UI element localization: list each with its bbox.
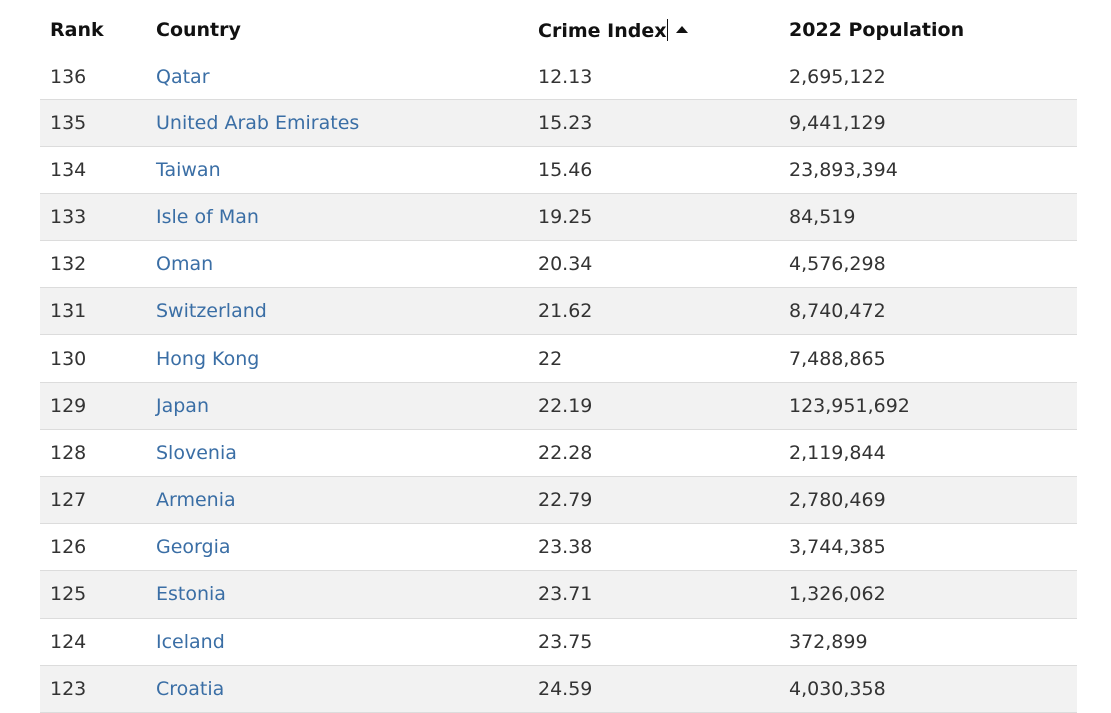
cell-rank: 124: [40, 618, 146, 666]
country-link[interactable]: Hong Kong: [156, 347, 260, 370]
cell-rank: 131: [40, 287, 146, 336]
cell-population: 2,780,469: [779, 476, 1077, 525]
cell-population: 2,119,844: [779, 429, 1077, 478]
cell-crime-index: 15.46: [528, 146, 779, 194]
cell-country: Croatia: [146, 665, 528, 713]
table-row: 132 Oman 20.34 4,576,298: [40, 240, 1077, 289]
table-row: 133 Isle of Man 19.25 84,519: [40, 193, 1077, 242]
cell-crime-index: 22.28: [528, 429, 779, 478]
cell-rank: 135: [40, 99, 146, 147]
cell-crime-index: 19.25: [528, 193, 779, 242]
cell-crime-index: 12.13: [528, 56, 779, 100]
cell-country: Switzerland: [146, 287, 528, 336]
header-rank[interactable]: Rank: [40, 0, 146, 56]
cell-crime-index: 22.19: [528, 382, 779, 430]
table-row: 123 Croatia 24.59 4,030,358: [40, 665, 1077, 713]
header-row: Rank Country Crime Index 2022 Population: [40, 0, 1077, 56]
country-link[interactable]: Oman: [156, 253, 214, 276]
cell-country: Hong Kong: [146, 334, 528, 383]
table-row: 125 Estonia 23.71 1,326,062: [40, 570, 1077, 619]
cell-country: Japan: [146, 382, 528, 430]
header-country-label: Country: [156, 19, 241, 41]
cell-population: 2,695,122: [779, 56, 1077, 100]
country-link[interactable]: Japan: [156, 394, 209, 417]
header-rank-label: Rank: [50, 19, 104, 41]
table-row: 127 Armenia 22.79 2,780,469: [40, 476, 1077, 525]
table-header: Rank Country Crime Index 2022 Population: [40, 0, 1077, 56]
cell-crime-index: 23.71: [528, 570, 779, 619]
cell-population: 123,951,692: [779, 382, 1077, 430]
country-link[interactable]: Taiwan: [156, 158, 221, 181]
cell-crime-index: 24.59: [528, 665, 779, 713]
header-crime-index[interactable]: Crime Index: [528, 0, 779, 56]
cell-rank: 126: [40, 523, 146, 572]
country-link[interactable]: Isle of Man: [156, 205, 259, 228]
table-row: 129 Japan 22.19 123,951,692: [40, 382, 1077, 430]
cell-country: United Arab Emirates: [146, 99, 528, 147]
country-link[interactable]: United Arab Emirates: [156, 111, 360, 134]
table-row: 126 Georgia 23.38 3,744,385: [40, 523, 1077, 572]
header-crime-index-label: Crime Index: [538, 19, 667, 42]
cell-country: Iceland: [146, 618, 528, 666]
cell-population: 23,893,394: [779, 146, 1077, 194]
country-link[interactable]: Estonia: [156, 583, 226, 606]
cell-population: 4,576,298: [779, 240, 1077, 289]
cell-crime-index: 15.23: [528, 99, 779, 147]
cell-population: 9,441,129: [779, 99, 1077, 147]
cell-rank: 128: [40, 429, 146, 478]
cell-population: 7,488,865: [779, 334, 1077, 383]
cell-rank: 132: [40, 240, 146, 289]
sort-ascending-icon[interactable]: [676, 25, 689, 33]
country-link[interactable]: Georgia: [156, 536, 231, 559]
cell-crime-index: 22: [528, 334, 779, 383]
cell-rank: 127: [40, 476, 146, 525]
table-body: 136 Qatar 12.13 2,695,122 135 United Arab Emi…: [40, 56, 1077, 713]
cell-country: Qatar: [146, 56, 528, 100]
cell-population: 1,326,062: [779, 570, 1077, 619]
cell-country: Georgia: [146, 523, 528, 572]
cell-population: 8,740,472: [779, 287, 1077, 336]
table-row: 124 Iceland 23.75 372,899: [40, 618, 1077, 666]
cell-country: Estonia: [146, 570, 528, 619]
cell-rank: 123: [40, 665, 146, 713]
crime-index-table-container: Rank Country Crime Index 2022 Population…: [40, 0, 1077, 713]
country-link[interactable]: Armenia: [156, 489, 236, 512]
table-row: 128 Slovenia 22.28 2,119,844: [40, 429, 1077, 478]
cell-rank: 136: [40, 56, 146, 100]
cell-rank: 129: [40, 382, 146, 430]
crime-index-table: Rank Country Crime Index 2022 Population…: [40, 0, 1077, 713]
table-row: 131 Switzerland 21.62 8,740,472: [40, 287, 1077, 336]
cell-country: Taiwan: [146, 146, 528, 194]
text-cursor: [667, 18, 669, 41]
header-population[interactable]: 2022 Population: [779, 0, 1077, 56]
cell-crime-index: 22.79: [528, 476, 779, 525]
cell-rank: 125: [40, 570, 146, 619]
country-link[interactable]: Croatia: [156, 677, 225, 700]
header-population-label: 2022 Population: [789, 19, 965, 41]
cell-rank: 130: [40, 334, 146, 383]
table-row: 135 United Arab Emirates 15.23 9,441,129: [40, 99, 1077, 147]
cell-population: 84,519: [779, 193, 1077, 242]
header-country[interactable]: Country: [146, 0, 528, 56]
table-row: 134 Taiwan 15.46 23,893,394: [40, 146, 1077, 194]
country-link[interactable]: Slovenia: [156, 441, 237, 464]
country-link[interactable]: Switzerland: [156, 300, 267, 323]
cell-crime-index: 21.62: [528, 287, 779, 336]
table-row: 130 Hong Kong 22 7,488,865: [40, 334, 1077, 383]
cell-rank: 133: [40, 193, 146, 242]
table-row: 136 Qatar 12.13 2,695,122: [40, 56, 1077, 100]
cell-country: Oman: [146, 240, 528, 289]
cell-crime-index: 23.75: [528, 618, 779, 666]
cell-country: Isle of Man: [146, 193, 528, 242]
cell-crime-index: 20.34: [528, 240, 779, 289]
country-link[interactable]: Iceland: [156, 630, 225, 653]
country-link[interactable]: Qatar: [156, 66, 210, 89]
cell-country: Slovenia: [146, 429, 528, 478]
cell-population: 4,030,358: [779, 665, 1077, 713]
cell-population: 3,744,385: [779, 523, 1077, 572]
cell-country: Armenia: [146, 476, 528, 525]
cell-crime-index: 23.38: [528, 523, 779, 572]
cell-rank: 134: [40, 146, 146, 194]
cell-population: 372,899: [779, 618, 1077, 666]
